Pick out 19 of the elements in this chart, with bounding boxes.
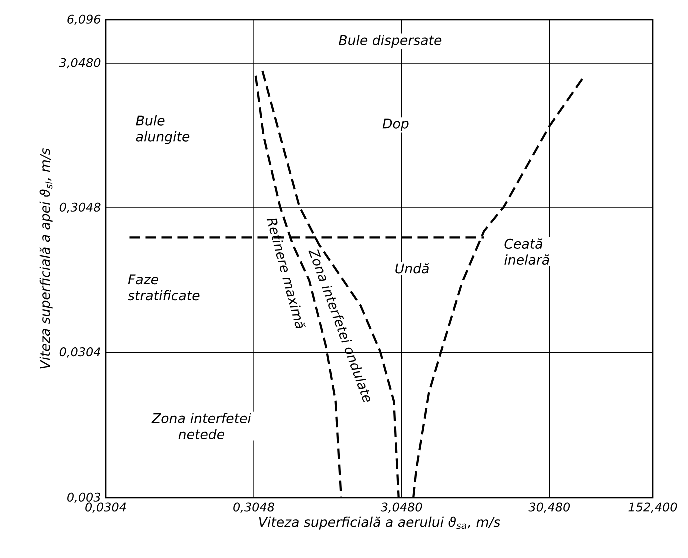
annotation: Bule dispersate	[339, 35, 442, 48]
annotation: Bule alungite	[136, 115, 190, 144]
annotation: Undă	[396, 263, 430, 274]
y-tick-label: 6,096	[68, 14, 101, 26]
x-tick-label: 152,400	[628, 502, 678, 514]
y-tick-label: 0,3048	[60, 202, 101, 214]
x-tick-label: 0,3048	[234, 502, 274, 514]
annotation: Dop	[382, 118, 409, 132]
x-tick-label: 30,480	[528, 502, 570, 514]
y-axis-title: Viteza superficială a apei ϑ$_{sl}$, m/s	[40, 148, 53, 369]
x-axis-title: Viteza superficială a aerului ϑ$_{sa}$, m/s	[259, 516, 500, 530]
y-tick-label: 0,0304	[60, 348, 100, 358]
x-tick-label: 0,0304	[86, 502, 126, 514]
annotation: Faze stratificate	[128, 274, 200, 301]
annotation: Zona interfetei netede	[152, 413, 252, 440]
y-tick-label: 0,003	[68, 492, 101, 504]
annotation: Ceată inelară	[504, 238, 550, 266]
x-tick-label: 3,0480	[380, 502, 422, 514]
y-tick-label: 3,0480	[59, 58, 101, 69]
